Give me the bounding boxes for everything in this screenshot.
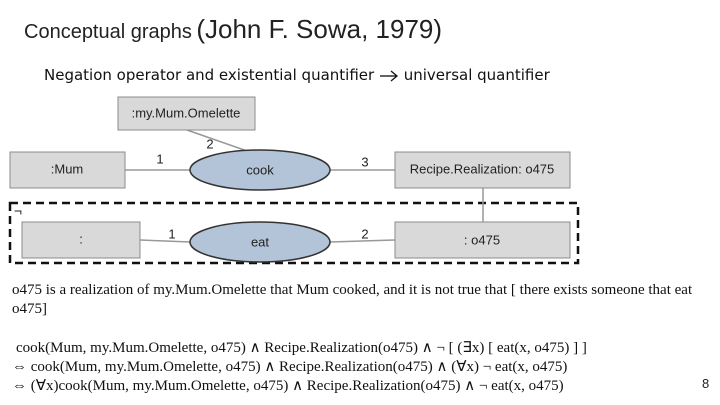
title-main: Conceptual graphs [24, 21, 192, 43]
formula: cook(Mum, my.Mum.Omelette, o475) ∧ Recip… [16, 340, 587, 356]
arrow-icon [379, 70, 398, 81]
page-number: 8 [702, 376, 710, 391]
node-label: : o475 [464, 232, 500, 247]
formula: ⇔ cook(Mum, my.Mum.Omelette, o475) ∧ Rec… [12, 359, 568, 375]
negation-context [8, 201, 580, 265]
node-label: eat [251, 234, 269, 249]
relation-node [189, 149, 331, 191]
edge-label: 3 [361, 154, 368, 169]
diagram: ¬ 2 1 3 1 2 :my.Mum.Omelette :Mum cook R… [8, 96, 580, 265]
edge-label: 1 [168, 226, 175, 241]
node-label: :my.Mum.Omelette [132, 105, 241, 120]
title: Conceptual graphs (John F. Sowa, 1979) [24, 14, 442, 45]
node-label: : [79, 231, 83, 246]
edge [329, 239, 396, 243]
relation-node [189, 221, 331, 263]
node-label: cook [246, 162, 274, 177]
edge [186, 129, 251, 153]
edge [139, 239, 191, 243]
concept-node [394, 151, 571, 189]
node-label: :Mum [51, 161, 84, 176]
title-source: (John F. Sowa, 1979) [196, 14, 443, 44]
negation-symbol: ¬ [14, 203, 22, 219]
formula: ⇔ (∀x)cook(Mum, my.Mum.Omelette, o475) ∧… [12, 378, 564, 394]
subtitle: Negation operator and existential quanti… [44, 66, 550, 84]
node-label: Recipe.Realization: o475 [410, 161, 555, 176]
edge-label: 1 [156, 151, 163, 166]
edge-label: 2 [361, 226, 368, 241]
paragraph: o475 is a realization of my.Mum.Omelette… [12, 282, 693, 317]
concept-node [21, 221, 141, 259]
concept-node [117, 96, 256, 131]
concept-node [394, 221, 571, 259]
subtitle-from: Negation operator and existential quanti… [44, 66, 375, 84]
subtitle-to: universal quantifier [403, 66, 550, 84]
concept-node [9, 151, 126, 189]
edge-label: 2 [206, 136, 213, 151]
